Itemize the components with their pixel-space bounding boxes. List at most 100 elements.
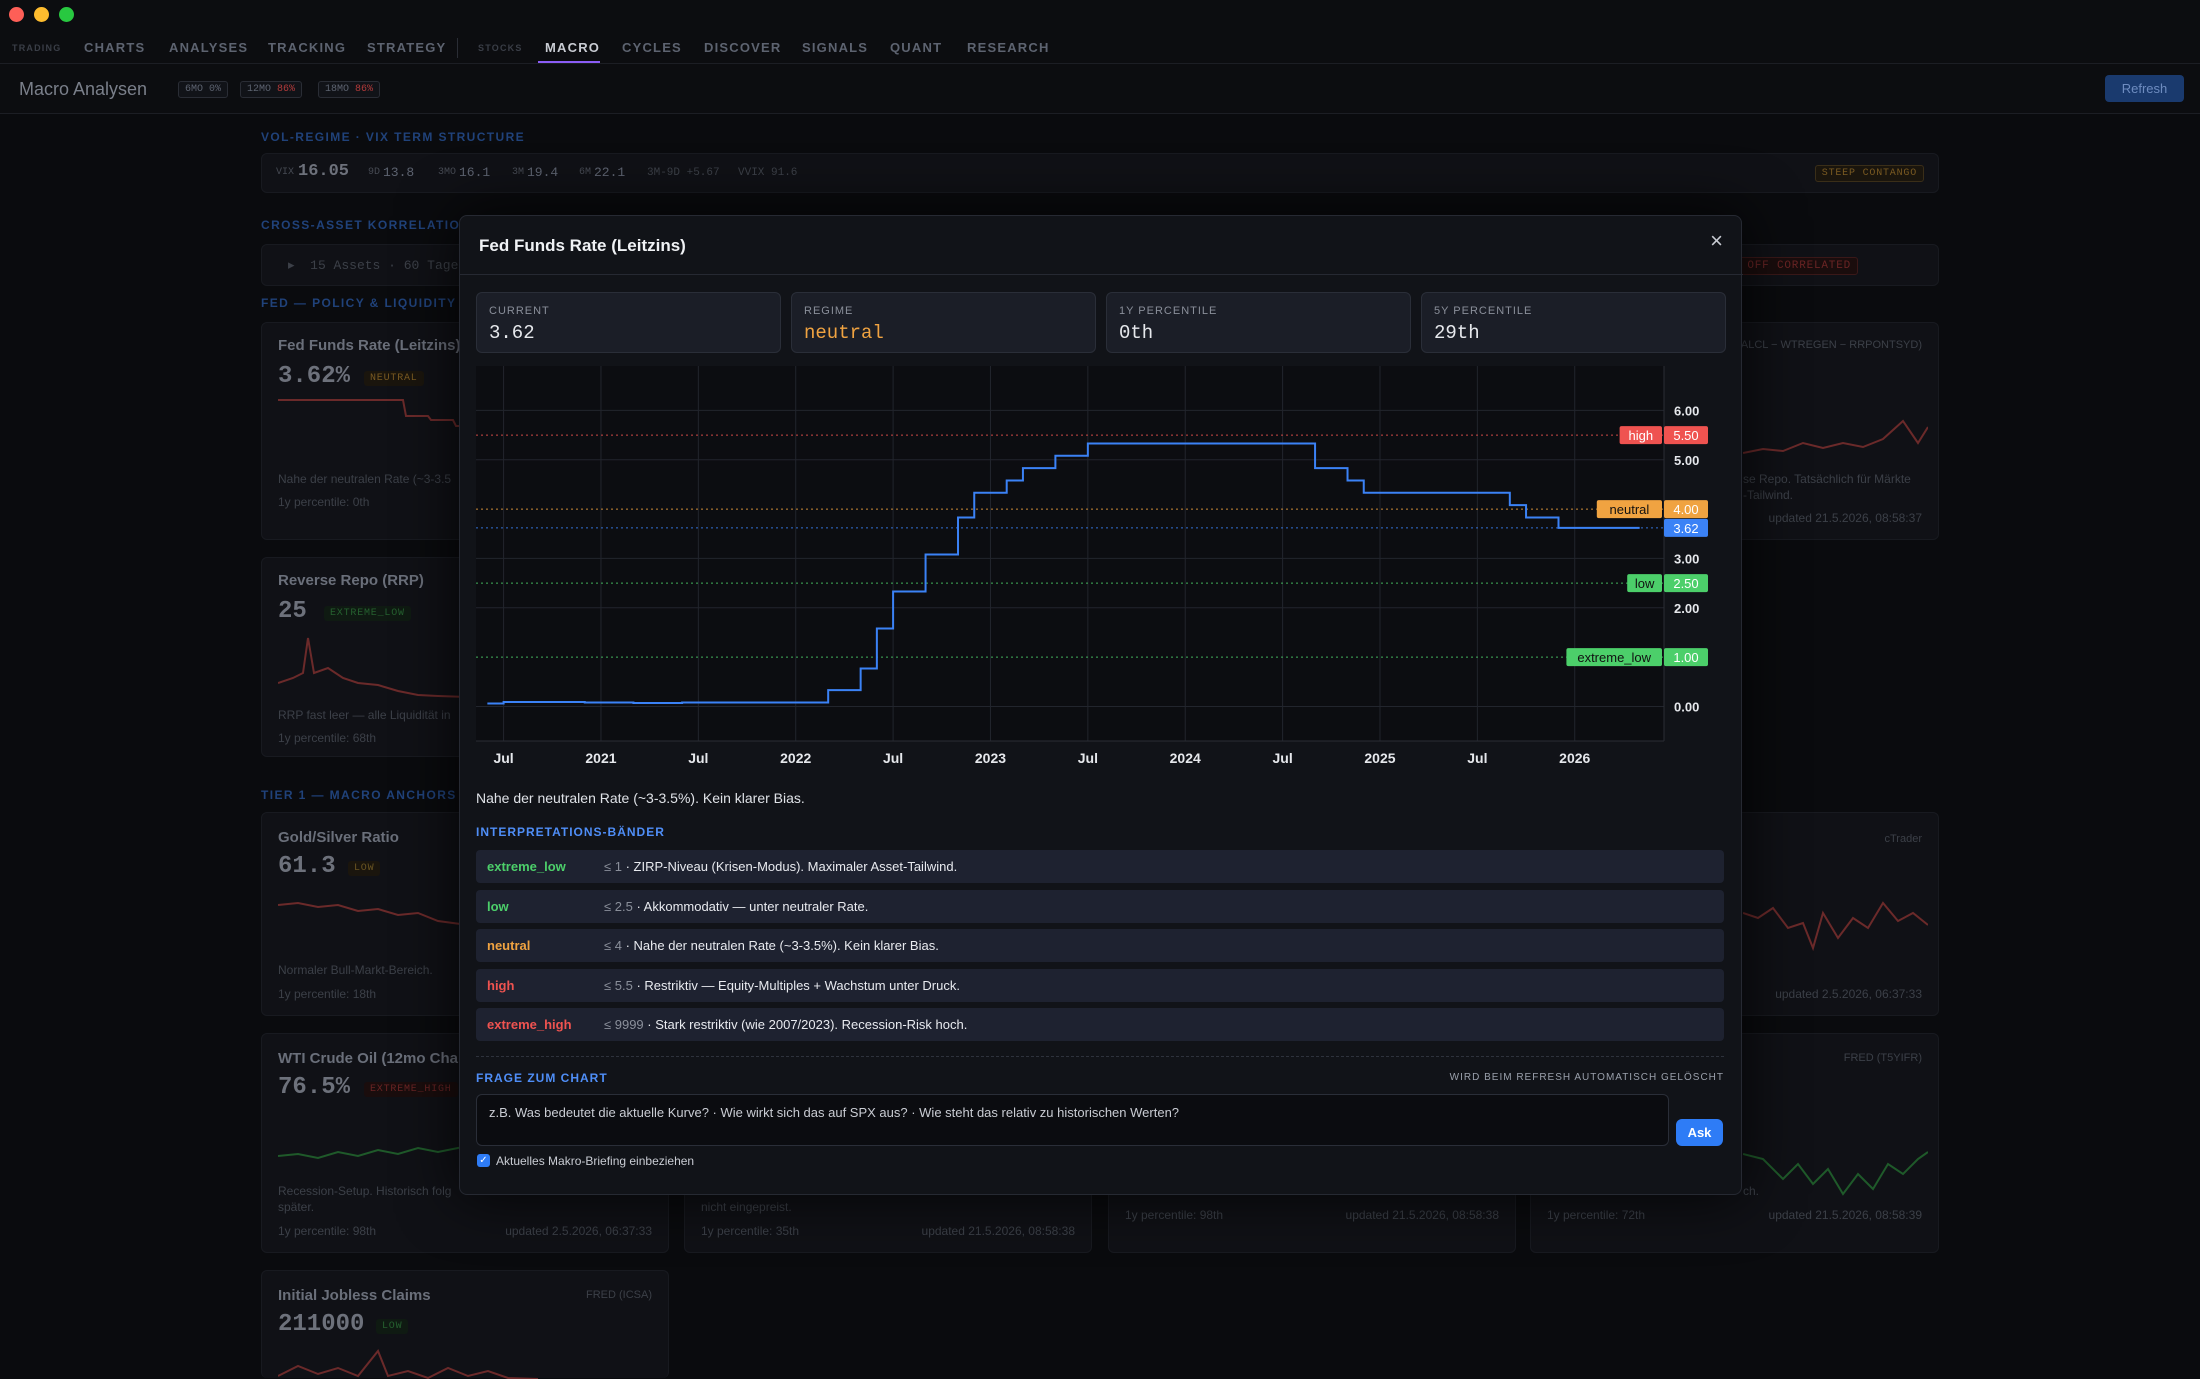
nav-item-signals[interactable]: SIGNALS [802, 40, 869, 55]
chart-x-tick-label: Jul [883, 750, 903, 766]
page-title: Macro Analysen [19, 79, 148, 99]
threshold-name-label: extreme_low [1577, 650, 1651, 665]
chart-x-tick-label: 2025 [1364, 750, 1395, 766]
threshold-name-label: neutral [1610, 502, 1650, 517]
chart-x-tick-label: Jul [1467, 750, 1487, 766]
modal-title: Fed Funds Rate (Leitzins) [479, 236, 686, 255]
nav-item-quant[interactable]: QUANT [890, 40, 943, 55]
close-window-button[interactable] [9, 7, 24, 22]
nav-item-discover[interactable]: DISCOVER [704, 40, 782, 55]
chart-series-line [487, 442, 1640, 705]
refresh-button[interactable]: Refresh [2105, 75, 2184, 102]
chart-x-tick-label: Jul [1078, 750, 1098, 766]
threshold-value-tag [1664, 574, 1708, 593]
chart-x-tick-label: Jul [493, 750, 513, 766]
threshold-value-tag [1664, 648, 1708, 667]
chart-y-tick-label: 5.00 [1674, 453, 1699, 468]
question-note: WIRD BEIM REFRESH AUTOMATISCH GELÖSCHT [1449, 1072, 1724, 1083]
nav-item-stocks[interactable]: STOCKS [478, 43, 523, 53]
minimize-window-button[interactable] [34, 7, 49, 22]
chart-y-tick-label: 2.00 [1674, 601, 1699, 616]
threshold-value-label: 5.50 [1673, 428, 1698, 443]
threshold-name-tag [1627, 574, 1662, 593]
band-neutral: neutral ≤ 4 · Nahe der neutralen Rate (~… [476, 929, 1724, 962]
fed-section-title: FED — POLICY & LIQUIDITY [261, 296, 457, 310]
vol-strip: VIX 16.05 9D 13.8 3MO 16.1 3M 19.4 6M 22… [261, 153, 1939, 193]
threshold-value-label: 2.50 [1673, 576, 1698, 591]
band-extreme-low: extreme_low ≤ 1 · ZIRP-Niveau (Krisen-Mo… [476, 850, 1724, 883]
contango-badge: STEEP CONTANGO [1814, 165, 1924, 182]
chart-description: Nahe der neutralen Rate (~3-3.5%). Kein … [476, 790, 805, 806]
threshold-name-tag [1566, 648, 1662, 667]
stat-1y-percentile: 1Y PERCENTILE 0th [1106, 292, 1411, 353]
jobless-sparkline [278, 1349, 539, 1379]
close-icon[interactable]: × [1710, 228, 1723, 253]
stat-regime: REGIME neutral [791, 292, 1096, 353]
threshold-value-tag [1664, 500, 1708, 519]
rrp-sparkline [278, 637, 468, 698]
ctrader-sparkline [1743, 901, 1928, 952]
chart-plot-area [476, 366, 1664, 741]
modal-header-divider [460, 274, 1743, 275]
question-title: FRAGE ZUM CHART [476, 1071, 608, 1085]
top-nav: TRADING CHARTS ANALYSES TRACKING STRATEG… [0, 30, 2200, 64]
t5yifr-sparkline [1743, 1151, 1928, 1196]
wti-sparkline [278, 1145, 468, 1160]
nav-item-charts[interactable]: CHARTS [84, 40, 146, 55]
chart-x-tick-label: 2026 [1559, 750, 1590, 766]
nav-item-strategy[interactable]: STRATEGY [367, 40, 447, 55]
threshold-name-label: high [1629, 428, 1654, 443]
threshold-value-tag [1664, 518, 1708, 537]
chart-x-tick-label: 2023 [975, 750, 1006, 766]
threshold-value-label: 4.00 [1673, 502, 1698, 517]
vix-value: 16.05 [298, 162, 350, 181]
chart-y-tick-label: 3.00 [1674, 551, 1699, 566]
threshold-value-label: 3.62 [1673, 521, 1698, 536]
briefing-checkbox-label: Aktuelles Makro-Briefing einbeziehen [496, 1154, 695, 1168]
question-placeholder: z.B. Was bedeutet die aktuelle Kurve? · … [489, 1105, 1180, 1120]
vol-section-title: VOL-REGIME · VIX TERM STRUCTURE [261, 130, 526, 144]
band-low: low ≤ 2.5 · Akkommodativ — unter neutral… [476, 890, 1724, 923]
nav-divider [457, 38, 458, 58]
chart-x-tick-label: 2024 [1170, 750, 1201, 766]
threshold-name-tag [1619, 426, 1662, 445]
threshold-name-label: low [1635, 576, 1655, 591]
risk-off-badge: RISK OFF CORRELATED [1703, 257, 1858, 275]
card-jobless[interactable]: Initial Jobless Claims FRED (ICSA) 21100… [261, 1270, 669, 1379]
question-divider [476, 1056, 1724, 1057]
question-input[interactable]: z.B. Was bedeutet die aktuelle Kurve? · … [476, 1094, 1669, 1146]
threshold-value-label: 1.00 [1673, 650, 1698, 665]
band-high: high ≤ 5.5 · Restriktiv — Equity-Multipl… [476, 969, 1724, 1002]
maximize-window-button[interactable] [59, 7, 74, 22]
stat-5y-percentile: 5Y PERCENTILE 29th [1421, 292, 1726, 353]
active-tab-indicator [538, 61, 600, 63]
card-mid-1[interactable]: nicht eingepreist. 1y percentile: 35th u… [684, 1185, 1092, 1253]
ask-button[interactable]: Ask [1676, 1119, 1723, 1146]
fed-sparkline [278, 399, 468, 427]
fed-funds-chart: Jul 2021 Jul 2022 Jul 2023 Jul 2024 Jul 2025 Jul 20… [476, 366, 1708, 766]
pill-6mo: 6MO 0% [178, 81, 229, 98]
card-mid-2[interactable]: 1y percentile: 98th updated 21.5.2026, 0… [1108, 1185, 1516, 1253]
threshold-value-tag [1664, 426, 1708, 445]
pill-18mo: 18MO 86% [318, 81, 381, 98]
briefing-checkbox[interactable]: ✓ [477, 1154, 490, 1167]
chart-x-tick-label: Jul [688, 750, 708, 766]
chart-y-tick-label: 0.00 [1674, 699, 1699, 714]
nav-item-analyses[interactable]: ANALYSES [169, 40, 249, 55]
corr-section-title: CROSS-ASSET KORRELATIONEN [261, 218, 490, 232]
nav-item-research[interactable]: RESEARCH [967, 40, 1050, 55]
nav-item-trading[interactable]: TRADING [12, 43, 62, 53]
liquidity-sparkline [1743, 419, 1928, 454]
corr-info: ▸ 15 Assets · 60 Tage [288, 258, 459, 273]
nav-item-macro[interactable]: MACRO [545, 40, 601, 55]
chart-x-tick-label: 2022 [780, 750, 811, 766]
chart-modal: Fed Funds Rate (Leitzins) × CURRENT 3.62… [459, 215, 1743, 1195]
stat-current: CURRENT 3.62 [476, 292, 781, 353]
nav-item-tracking[interactable]: TRACKING [268, 40, 347, 55]
bands-title: INTERPRETATIONS-BÄNDER [476, 825, 665, 839]
chart-x-tick-label: Jul [1272, 750, 1292, 766]
nav-item-cycles[interactable]: CYCLES [622, 40, 682, 55]
gold-sparkline [278, 901, 468, 926]
band-extreme-high: extreme_high ≤ 9999 · Stark restriktiv (… [476, 1008, 1724, 1041]
chart-y-tick-label: 6.00 [1674, 403, 1699, 418]
